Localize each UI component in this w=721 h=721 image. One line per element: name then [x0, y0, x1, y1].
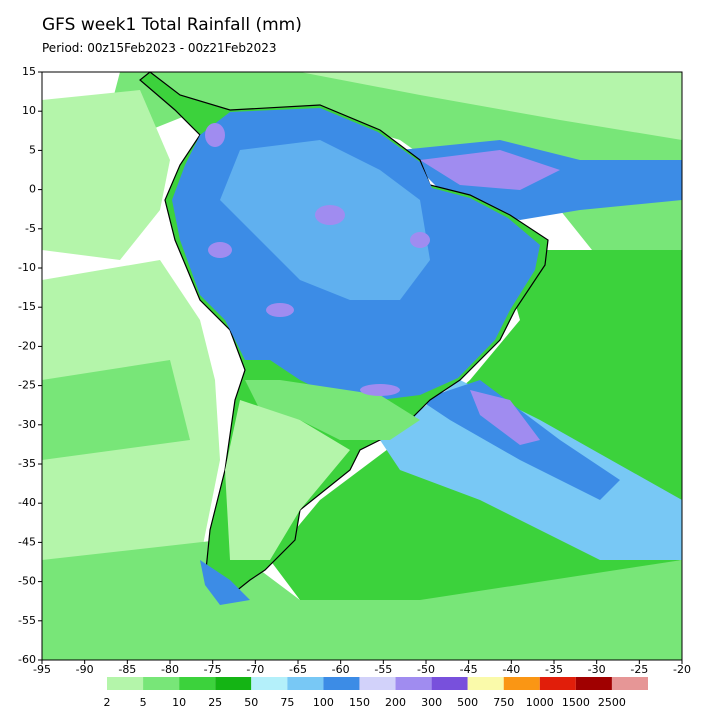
colorbar-label: 75 — [280, 696, 294, 709]
axis-ticks: -95 -90 -85 -80 -75 -70 -65 -60 -55 -50 -45 -40 -35-… — [18, 65, 691, 676]
colorbar-box — [323, 677, 360, 690]
colorbar-box — [359, 677, 396, 690]
colorbar-box — [503, 677, 540, 690]
x-tick-label: -60 — [332, 663, 350, 676]
colorbar-box — [467, 677, 504, 690]
colorbar-label: 25 — [208, 696, 222, 709]
colorbar-box — [107, 677, 144, 690]
y-tick-label: -45 — [18, 535, 36, 548]
colorbar-label: 50 — [244, 696, 258, 709]
y-tick-label: -35 — [18, 457, 36, 470]
colorbar-label: 100 — [313, 696, 334, 709]
x-tick-label: -75 — [204, 663, 222, 676]
colorbar-box — [539, 677, 576, 690]
x-tick-label: -85 — [118, 663, 136, 676]
rain-area — [200, 560, 250, 605]
x-tick-label: -25 — [630, 663, 648, 676]
map-frame — [41, 71, 683, 661]
y-tick-label: -25 — [18, 379, 36, 392]
rain-area — [420, 150, 560, 190]
colorbar-box — [251, 677, 288, 690]
x-tick-label: -65 — [289, 663, 307, 676]
colorbar-box — [431, 677, 468, 690]
y-tick-label: -10 — [18, 261, 36, 274]
colorbar-label: 750 — [493, 696, 514, 709]
x-tick-label: -70 — [246, 663, 264, 676]
y-tick-label: 5 — [29, 143, 36, 156]
y-tick-label: -30 — [18, 418, 36, 431]
colorbar-label: 200 — [385, 696, 406, 709]
colorbar-label: 10 — [172, 696, 186, 709]
colorbar-label: 300 — [421, 696, 442, 709]
map-area — [41, 71, 683, 661]
rain-area — [470, 390, 540, 445]
colorbar-box — [611, 677, 648, 690]
colorbar-label: 1000 — [526, 696, 554, 709]
x-tick-label: -40 — [502, 663, 520, 676]
y-tick-label: -5 — [25, 222, 36, 235]
x-tick-label: -55 — [374, 663, 392, 676]
y-tick-label: -20 — [18, 339, 36, 352]
rain-area — [380, 380, 682, 560]
colorbar-box — [215, 677, 252, 690]
y-tick-label: -60 — [18, 653, 36, 666]
y-tick-label: 0 — [29, 183, 36, 196]
y-tick-label: -40 — [18, 496, 36, 509]
colorbar-label: 150 — [349, 696, 370, 709]
y-tick-label: -15 — [18, 300, 36, 313]
colorbar-box — [287, 677, 324, 690]
rain-area — [42, 360, 190, 460]
colorbar-box — [179, 677, 216, 690]
rain-area — [225, 400, 350, 560]
colorbar-label: 2500 — [598, 696, 626, 709]
x-tick-label: -30 — [588, 663, 606, 676]
x-tick-label: -95 — [33, 663, 51, 676]
y-tick-label: -55 — [18, 614, 36, 627]
title: GFS week1 Total Rainfall (mm) — [42, 15, 302, 35]
x-tick-label: -90 — [76, 663, 94, 676]
x-tick-label: -20 — [673, 663, 691, 676]
x-tick-label: -35 — [545, 663, 563, 676]
colorbar-box — [575, 677, 612, 690]
colorbar-label: 1500 — [562, 696, 590, 709]
colorbar-box — [395, 677, 432, 690]
x-tick-label: -80 — [161, 663, 179, 676]
colorbar: 2 5 10 25 50 75 100 150 200 300 500 750 1000 1500 2500 — [104, 677, 648, 709]
colorbar-label: 5 — [140, 696, 147, 709]
period: Period: 00z15Feb2023 - 00z21Feb2023 — [42, 41, 276, 55]
colorbar-label: 2 — [104, 696, 111, 709]
rain-area — [110, 72, 682, 260]
y-tick-label: 10 — [22, 104, 36, 117]
rain-spots — [205, 123, 430, 396]
rain-area — [42, 90, 170, 260]
colorbar-label: 500 — [457, 696, 478, 709]
rain-area — [42, 72, 682, 150]
y-tick-label: 15 — [22, 65, 36, 78]
x-tick-label: -45 — [460, 663, 478, 676]
colorbar-box — [143, 677, 180, 690]
x-tick-label: -50 — [417, 663, 435, 676]
y-tick-label: -50 — [18, 575, 36, 588]
